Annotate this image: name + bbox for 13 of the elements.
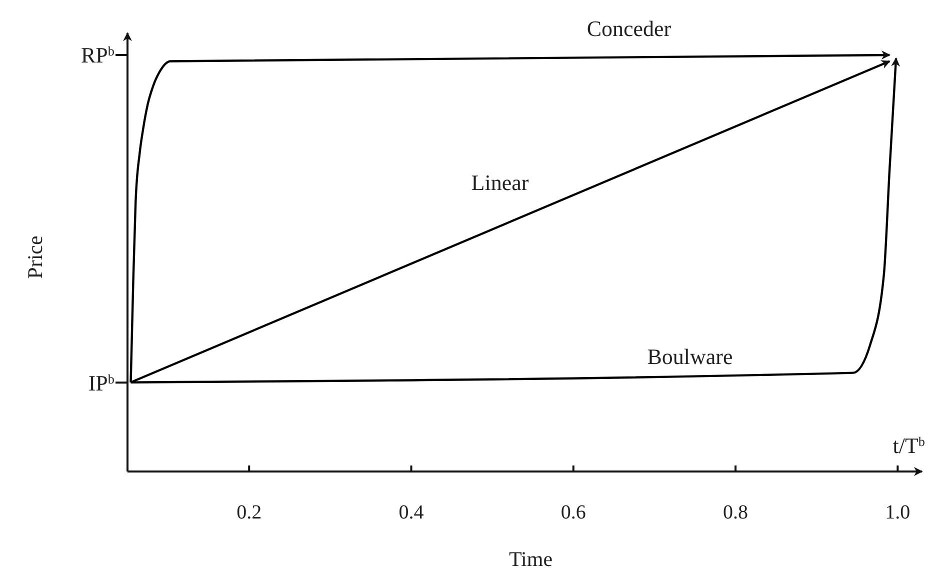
- x-tick-label: 0.2: [236, 502, 262, 524]
- series-label: Conceder: [586, 16, 672, 41]
- text: IP$^{b}$: [88, 370, 115, 396]
- y-axis-title: Price: [23, 236, 47, 279]
- series-label: Linear: [471, 170, 530, 195]
- x-tick-label: 0.8: [723, 502, 748, 524]
- series-label: Boulware: [647, 344, 733, 369]
- annotation: t/T$^{b}$: [892, 433, 926, 458]
- text: RP$^{b}$: [80, 42, 115, 68]
- x-axis-title: Time: [508, 547, 553, 571]
- x-tick-label: 1.0: [885, 502, 910, 524]
- x-tick-label: 0.4: [398, 502, 424, 524]
- x-tick-label: 0.6: [560, 502, 586, 524]
